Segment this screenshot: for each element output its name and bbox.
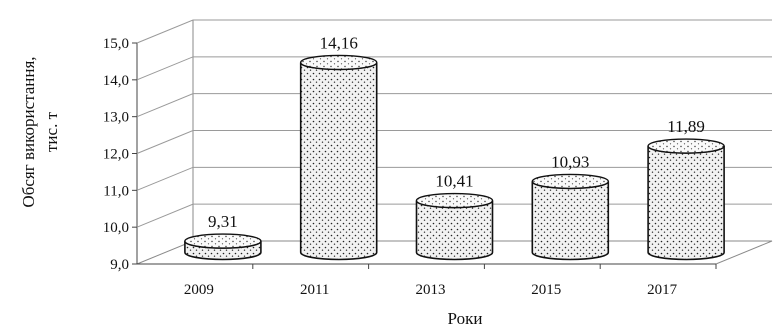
gridline	[136, 56, 772, 81]
gridline	[136, 166, 772, 191]
x-tick-label: 2011	[300, 282, 329, 298]
data-label: 10,93	[551, 152, 589, 171]
gridline	[136, 19, 772, 44]
gridlines	[136, 19, 772, 228]
bar-2011: 14,16	[299, 33, 378, 261]
y-axis-label-line-2: тис. т	[42, 111, 61, 152]
y-tick-labels: 9,0 10,0 11,0 12,0 13,0 14,0 15,0	[103, 36, 137, 273]
x-axis-label: Роки	[448, 309, 483, 328]
bar-top	[531, 173, 609, 190]
bar-2013: 10,41	[415, 172, 494, 261]
x-tick-label: 2017	[647, 282, 678, 298]
bar-2015: 10,93	[531, 152, 610, 261]
bar-top	[300, 54, 378, 71]
x-tick-label: 2013	[416, 282, 446, 298]
y-tick-label: 10,0	[103, 220, 129, 236]
bars: 9,31 14,16 10,41 10,93 11,89	[184, 33, 725, 261]
bar-body	[647, 145, 725, 261]
y-tick-label: 15,0	[103, 36, 129, 52]
y-tick-label: 12,0	[103, 147, 129, 163]
x-tick-label: 2009	[184, 282, 214, 298]
data-label: 10,41	[435, 172, 473, 191]
bar-body	[531, 181, 610, 261]
bar-top	[415, 192, 494, 209]
bar-body	[299, 62, 378, 261]
x-tick-label: 2015	[531, 282, 561, 298]
data-label: 11,89	[667, 117, 705, 136]
gridline	[136, 93, 772, 118]
x-tick-labels: 2009 2011 2013 2015 2017	[184, 264, 717, 298]
bar-top	[184, 233, 262, 249]
bar-body	[415, 200, 494, 261]
y-tick-label: 14,0	[103, 73, 129, 89]
bar-top	[647, 138, 725, 154]
data-label: 14,16	[320, 33, 358, 52]
y-tick-label: 9,0	[110, 257, 129, 273]
y-axis-label-line-1: Обсяг використання,	[19, 56, 38, 207]
data-label: 9,31	[208, 212, 238, 231]
y-tick-label: 13,0	[103, 110, 129, 126]
gridline	[136, 130, 772, 154]
bar-2017: 11,89	[647, 117, 725, 261]
bar-2009: 9,31	[184, 212, 262, 261]
y-tick-label: 11,0	[103, 183, 129, 199]
